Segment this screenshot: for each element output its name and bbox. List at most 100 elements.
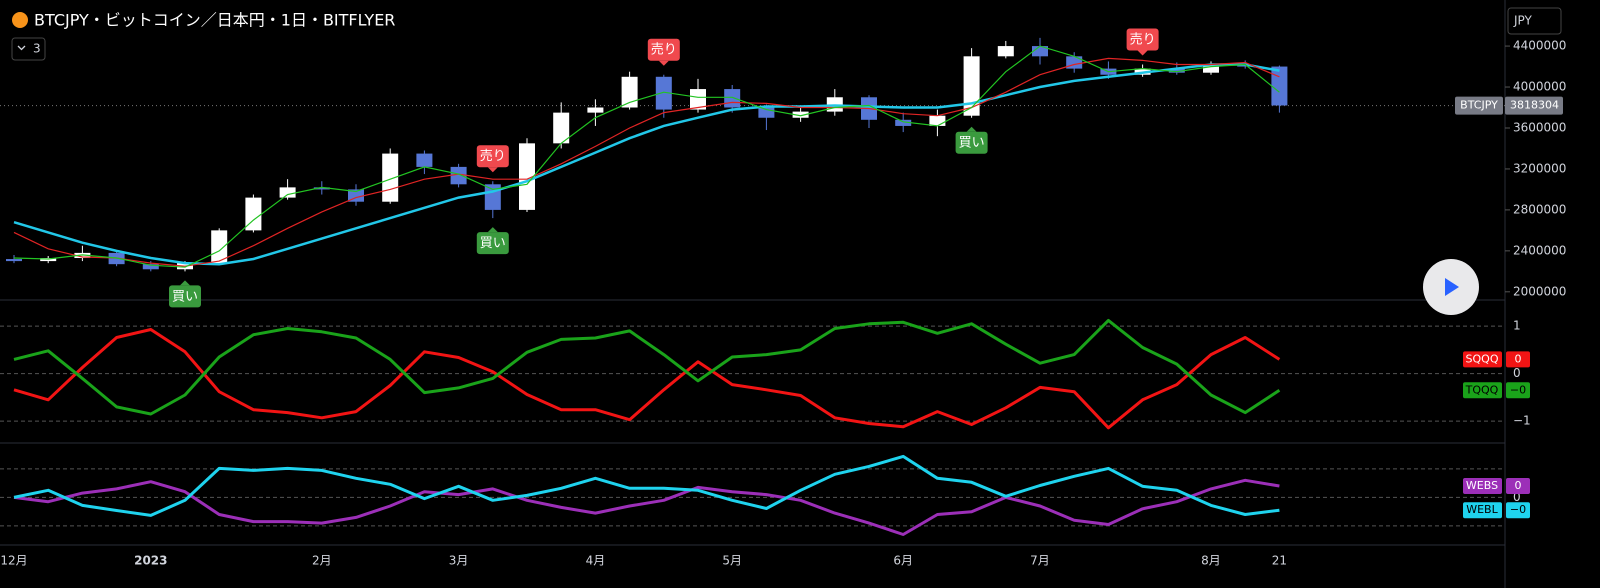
legend-name-box [1463, 351, 1502, 368]
y-tick-label: 4400000 [1513, 39, 1566, 53]
play-icon [1445, 278, 1459, 296]
signal-pointer [180, 280, 190, 286]
x-tick-label: 12月 [0, 554, 27, 568]
signal-label: 売り [480, 148, 506, 164]
legend-value-box [1506, 351, 1530, 368]
x-tick-label: 21 [1272, 554, 1287, 568]
signal-pointer [487, 227, 498, 233]
y-tick-label: 4000000 [1513, 80, 1566, 94]
candle-body [621, 76, 638, 108]
candle-body [245, 197, 262, 231]
x-tick-label: 2月 [312, 554, 332, 568]
candle-body [895, 119, 912, 126]
y-tick-label: 2400000 [1513, 243, 1566, 257]
last-price-name: BTCJPY [1460, 99, 1498, 112]
signal-pointer [487, 167, 498, 173]
legend-value-box [1506, 382, 1530, 399]
candle-body [792, 111, 809, 118]
chart-title: BTCJPY・ビットコイン／日本円・1日・BITFLYER [34, 11, 395, 30]
signal-box [476, 145, 509, 168]
candle-body [450, 166, 467, 185]
candle-body [1032, 46, 1048, 57]
candle-body [279, 187, 296, 198]
y-tick-label: 2000000 [1513, 284, 1566, 298]
candle-body [1203, 64, 1219, 73]
indicator-count: 3 [33, 42, 41, 56]
legend-name: WEBS [1466, 479, 1498, 492]
x-tick-label: 7月 [1030, 554, 1050, 568]
legend-value: −0 [1510, 383, 1526, 396]
candle-body [313, 187, 330, 190]
oscillator-line [13, 478, 1280, 536]
chevron-icon [17, 45, 26, 51]
candle-body [1168, 68, 1185, 73]
candle-body [6, 259, 22, 262]
y-tick-label: 3200000 [1513, 161, 1566, 175]
x-tick-label: 5月 [722, 554, 742, 568]
legend-name-box [1463, 382, 1502, 399]
signal-label: 売り [1130, 32, 1156, 48]
x-tick-label: 4月 [586, 554, 606, 568]
candle-body [587, 107, 604, 113]
indicator-toggle[interactable] [11, 37, 46, 61]
last-price-name-box [1455, 96, 1503, 115]
candle-body [382, 153, 399, 202]
moving-average-line [13, 63, 1280, 266]
legend-value: 0 [1515, 352, 1522, 365]
signal-label: 買い [959, 136, 985, 151]
candle-body [963, 56, 980, 116]
symbol-icon [12, 12, 28, 28]
candle-body [724, 89, 741, 108]
legend-value: −0 [1510, 503, 1526, 516]
signal-box [955, 131, 988, 154]
last-price-value: 3818304 [1510, 99, 1559, 112]
currency-label: JPY [1513, 14, 1533, 28]
candle-body [416, 153, 433, 167]
candle-body [929, 115, 946, 126]
legend-name: WEBL [1466, 503, 1498, 516]
candle-body [690, 89, 706, 110]
legend-value: 0 [1515, 479, 1522, 492]
legend-value-box [1506, 478, 1530, 495]
signal-label: 買い [480, 236, 506, 251]
signal-pointer [966, 126, 977, 132]
signal-label: 買い [172, 289, 198, 304]
signal-pointer [658, 60, 669, 66]
legend-name-box [1463, 502, 1502, 519]
signal-box [647, 38, 680, 61]
y-tick-label: 2800000 [1513, 202, 1566, 216]
moving-average-line [13, 45, 1280, 268]
candle-body [655, 76, 672, 110]
signal-box [476, 232, 509, 255]
legend-name: TQQQ [1465, 383, 1499, 396]
signal-box [169, 285, 201, 308]
last-price-value-box [1505, 96, 1563, 115]
x-tick-label: 8月 [1201, 554, 1221, 568]
signal-label: 売り [651, 42, 677, 58]
candle-body [142, 264, 159, 270]
y-tick-label: 3600000 [1513, 120, 1566, 134]
candle-body [211, 230, 228, 264]
legend-name: SQQQ [1466, 352, 1499, 365]
oscillator-line [13, 328, 1281, 430]
y-tick-label: 0 [1513, 366, 1521, 380]
y-tick-label: 1 [1513, 319, 1521, 333]
currency-button[interactable] [1507, 7, 1562, 35]
signal-box [1126, 28, 1159, 51]
legend-name-box [1463, 478, 1502, 495]
x-tick-label: 6月 [893, 554, 913, 568]
oscillator-line [13, 454, 1280, 517]
candle-body [1271, 66, 1288, 106]
candle-body [519, 143, 535, 210]
x-tick-label: 2023 [134, 554, 167, 568]
moving-average-line [13, 57, 1280, 267]
candle-body [997, 46, 1014, 57]
oscillator-line [13, 318, 1281, 416]
candle-body [553, 112, 570, 144]
y-tick-label: −1 [1513, 414, 1531, 428]
x-tick-label: 3月 [449, 554, 469, 568]
y-tick-label: 0 [1513, 490, 1521, 504]
candle-body [758, 107, 775, 118]
legend-value-box [1506, 502, 1530, 519]
